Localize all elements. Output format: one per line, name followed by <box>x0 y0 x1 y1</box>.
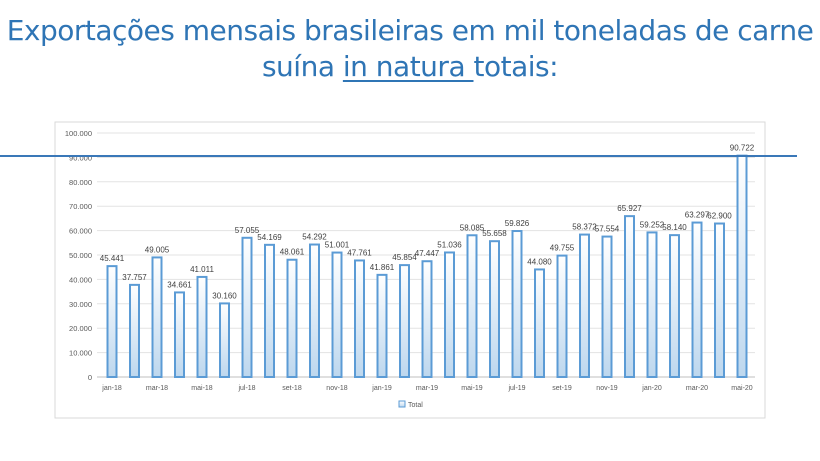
data-label: 49.755 <box>550 244 575 253</box>
data-label: 47.447 <box>415 249 440 258</box>
data-label: 45.441 <box>100 254 125 263</box>
legend: Total <box>398 400 423 409</box>
bar <box>354 259 365 379</box>
title-line-2: suína in natura totais: <box>0 50 820 83</box>
data-label: 34.661 <box>167 280 192 289</box>
x-tick-label: mai-18 <box>191 385 213 392</box>
bar <box>511 230 523 378</box>
bar <box>444 251 455 378</box>
y-tick-label: 10.000 <box>69 349 92 358</box>
y-tick-label: 100.000 <box>65 129 92 138</box>
bar <box>669 234 680 378</box>
data-label: 45.854 <box>392 253 417 262</box>
bar <box>534 268 545 378</box>
bar <box>691 221 703 378</box>
bar <box>309 243 320 378</box>
bar <box>151 256 163 378</box>
bar <box>601 235 613 378</box>
data-label: 59.826 <box>505 219 530 228</box>
data-label: 44.080 <box>527 257 552 266</box>
bar <box>241 236 253 378</box>
bar <box>196 275 208 379</box>
bar <box>624 215 635 378</box>
data-label: 48.061 <box>280 248 305 257</box>
y-tick-label: 90.000 <box>69 153 92 162</box>
data-label: 65.927 <box>617 204 642 213</box>
x-tick-label: set-18 <box>282 385 302 392</box>
data-label: 37.757 <box>122 273 147 282</box>
y-tick-label: 50.000 <box>69 251 92 260</box>
data-label: 54.169 <box>257 233 282 242</box>
x-tick-label: jul-19 <box>507 385 525 392</box>
data-label: 41.861 <box>370 263 395 272</box>
bar <box>466 234 478 378</box>
x-tick-label: nov-19 <box>596 385 618 392</box>
legend-swatch <box>398 400 406 408</box>
data-label: 54.292 <box>302 233 327 242</box>
x-tick-label: nov-18 <box>326 385 348 392</box>
bar <box>489 240 500 378</box>
title-line-1: Exportações mensais brasileiras em mil t… <box>6 14 814 47</box>
bar <box>219 302 230 379</box>
bar <box>106 265 118 378</box>
x-tick-label: jan-18 <box>101 385 122 392</box>
x-tick-label: mar-18 <box>146 385 168 392</box>
title-underlined: in natura <box>342 50 474 83</box>
bar <box>264 243 275 378</box>
bar <box>736 154 748 378</box>
bar <box>286 258 298 379</box>
data-label: 51.036 <box>437 240 462 249</box>
bar <box>421 260 433 378</box>
data-label: 30.160 <box>212 291 237 300</box>
bar <box>399 264 410 378</box>
y-tick-label: 0 <box>88 373 92 382</box>
bar <box>129 283 140 379</box>
x-tick-label: mai-19 <box>461 385 483 392</box>
data-label: 49.005 <box>145 245 170 254</box>
x-tick-label: set-19 <box>552 385 572 392</box>
bar <box>556 254 568 378</box>
y-tick-label: 70.000 <box>69 202 92 211</box>
bar <box>714 222 725 378</box>
data-label: 58.140 <box>662 223 687 232</box>
x-tick-label: jan-20 <box>641 385 662 392</box>
highlight-line <box>0 155 797 157</box>
data-label: 55.658 <box>482 229 507 238</box>
y-tick-label: 80.000 <box>69 178 92 187</box>
x-tick-label: jan-19 <box>371 385 392 392</box>
data-label: 41.011 <box>190 265 214 274</box>
x-tick-label: jul-18 <box>237 385 255 392</box>
x-tick-label: mar-19 <box>416 385 438 392</box>
bar <box>579 233 590 378</box>
x-tick-label: mai-20 <box>731 385 753 392</box>
y-tick-label: 60.000 <box>69 227 92 236</box>
data-label: 58.372 <box>572 223 597 232</box>
data-label: 90.722 <box>730 144 755 153</box>
data-label: 58.085 <box>460 223 485 232</box>
bar <box>646 231 658 378</box>
bar <box>331 251 343 378</box>
data-label: 57.055 <box>235 226 260 235</box>
y-tick-label: 30.000 <box>69 300 92 309</box>
title-text: totais: <box>473 50 559 83</box>
bar <box>174 291 185 378</box>
bar <box>376 273 388 378</box>
legend-label: Total <box>408 402 423 409</box>
data-label: 62.900 <box>707 212 732 221</box>
title-text: suína <box>261 50 343 83</box>
data-label: 63.297 <box>685 211 710 220</box>
x-tick-label: mar-20 <box>686 385 708 392</box>
data-label: 47.761 <box>347 248 372 257</box>
data-label: 51.001 <box>325 241 350 250</box>
data-label: 59.252 <box>640 220 665 229</box>
y-tick-label: 20.000 <box>69 324 92 333</box>
y-tick-label: 40.000 <box>69 275 92 284</box>
data-label: 57.554 <box>595 225 620 234</box>
